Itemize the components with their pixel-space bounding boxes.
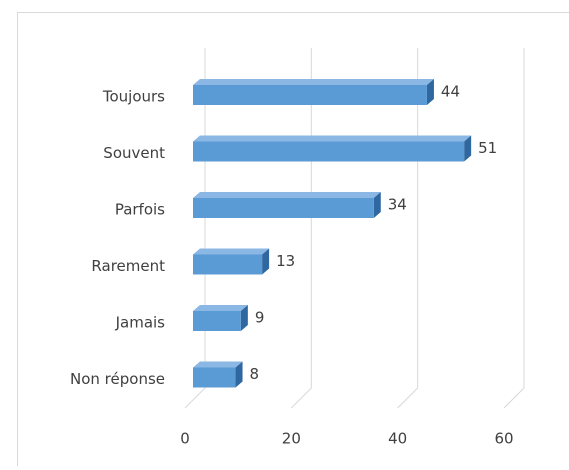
bar-top: [193, 305, 248, 311]
bar: [193, 311, 241, 331]
bar: [193, 368, 236, 388]
value-label: 13: [276, 252, 295, 270]
bar-top: [193, 79, 434, 85]
bar: [193, 85, 427, 105]
x-tick-label: 60: [494, 430, 513, 448]
y-tick-label: Parfois: [115, 201, 165, 219]
bar: [193, 255, 262, 275]
bar-top: [193, 249, 269, 255]
bar-top: [193, 362, 243, 368]
x-tick-label: 40: [388, 430, 407, 448]
value-label: 9: [255, 309, 265, 327]
value-label: 34: [388, 196, 407, 214]
y-tick-label: Rarement: [91, 257, 165, 275]
bar-top: [193, 192, 381, 198]
y-tick-label: Souvent: [103, 144, 165, 162]
value-label: 51: [478, 139, 497, 157]
y-tick-label: Non réponse: [70, 370, 165, 388]
value-label: 44: [441, 83, 460, 101]
y-tick-label: Toujours: [102, 88, 165, 106]
bar: [193, 142, 464, 162]
x-tick-label: 20: [282, 430, 301, 448]
value-label: 8: [250, 365, 260, 383]
bar-top: [193, 136, 471, 142]
y-tick-label: Jamais: [115, 314, 166, 332]
x-tick-label: 0: [180, 430, 190, 448]
bar: [193, 198, 374, 218]
